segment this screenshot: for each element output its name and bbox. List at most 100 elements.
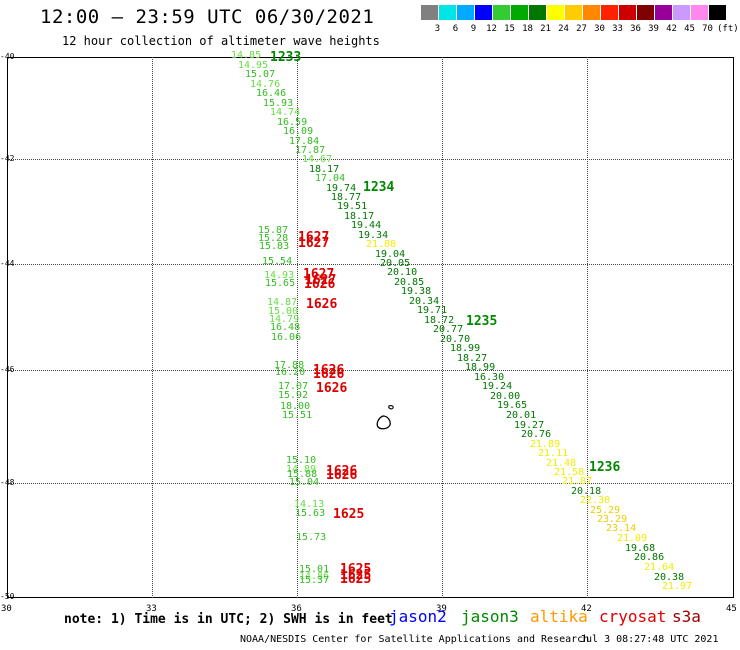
colorbar-swatch xyxy=(691,5,708,20)
longitude-label: 36 xyxy=(291,604,302,614)
pass-number-label: 1627 xyxy=(298,236,330,251)
swh-observation: 14.86 xyxy=(299,571,330,582)
colorbar-swatch xyxy=(601,5,618,20)
legend-cryosat: cryosat xyxy=(599,607,667,626)
swh-observation: 16.30 xyxy=(474,372,505,383)
swh-observation: 21.97 xyxy=(662,581,693,592)
swh-observation: 17.88 xyxy=(274,360,305,371)
swh-observation: 20.85 xyxy=(394,277,425,288)
pass-number-label: 1625 xyxy=(333,507,365,522)
swh-observation: 14.13 xyxy=(294,499,325,510)
colorbar-swatch xyxy=(655,5,672,20)
swh-observation: 18.99 xyxy=(465,362,496,373)
swh-observation: 19.04 xyxy=(375,249,406,260)
pass-number-label: 1236 xyxy=(589,460,621,475)
swh-observation: 20.76 xyxy=(521,429,552,440)
latitude-label: -50 xyxy=(0,592,15,601)
pass-number-label: 1626 xyxy=(316,381,348,396)
swh-observation: 14.93 xyxy=(264,270,295,281)
map-subtitle: 12 hour collection of altimeter wave hei… xyxy=(62,34,380,48)
colorbar-label: 21 xyxy=(540,24,551,34)
swh-observation: 17.84 xyxy=(289,136,320,147)
map-title: 12:00 – 23:59 UTC 06/30/2021 xyxy=(40,6,375,28)
swh-observation: 20.00 xyxy=(490,391,521,402)
colorbar-swatch xyxy=(493,5,510,20)
swh-observation: 14.67 xyxy=(302,154,333,165)
swh-observation: 17.07 xyxy=(278,381,309,392)
swh-observation: 20.05 xyxy=(380,258,411,269)
swh-observation: 21.48 xyxy=(546,458,577,469)
pass-number-label: 1234 xyxy=(363,180,395,195)
swh-observation: 20.86 xyxy=(634,552,665,563)
colorbar-label: (ft) xyxy=(717,24,739,34)
swh-observation: 15.37 xyxy=(299,575,330,586)
swh-observation: 16.20 xyxy=(275,367,306,378)
colorbar-swatch xyxy=(439,5,456,20)
swh-observation: 19.44 xyxy=(351,220,382,231)
swh-observation: 15.54 xyxy=(262,256,293,267)
generated-timestamp: Jul 3 08:27:48 UTC 2021 xyxy=(580,634,719,645)
swh-observation: 15.04 xyxy=(289,477,320,488)
longitude-gridline xyxy=(587,57,588,598)
latitude-label: -48 xyxy=(0,478,15,487)
swh-observation: 18.00 xyxy=(280,401,311,412)
pass-number-label: 1625 xyxy=(340,572,372,587)
swh-observation: 18.99 xyxy=(450,343,481,354)
swh-observation: 15.01 xyxy=(299,564,330,575)
swh-observation: 17.87 xyxy=(295,145,326,156)
pass-number-label: 1627 xyxy=(298,230,330,245)
longitude-label: 30 xyxy=(1,604,12,614)
pass-number-label: 1626 xyxy=(313,367,345,382)
swh-observation: 19.65 xyxy=(497,400,528,411)
legend-jason3: jason3 xyxy=(461,607,519,626)
latitude-label: -42 xyxy=(0,154,15,163)
swh-observation: 20.38 xyxy=(654,572,685,583)
swh-observation: 20.70 xyxy=(440,334,471,345)
swh-observation: 23.14 xyxy=(606,523,637,534)
swh-observation: 21.88 xyxy=(366,239,397,250)
latitude-gridline xyxy=(7,159,734,160)
swh-observation: 23.29 xyxy=(597,514,628,525)
swh-observation: 19.38 xyxy=(401,286,432,297)
swh-observation: 14.76 xyxy=(250,79,281,90)
swh-observation: 15.10 xyxy=(286,455,317,466)
swh-observation: 15.88 xyxy=(287,469,318,480)
colorbar-label: 18 xyxy=(522,24,533,34)
latitude-gridline xyxy=(7,370,734,371)
credit-line: NOAA/NESDIS Center for Satellite Applica… xyxy=(240,634,590,645)
swh-observation: 21.09 xyxy=(617,533,648,544)
colorbar-label: 9 xyxy=(470,24,477,34)
swh-observation: 16.09 xyxy=(283,126,314,137)
colorbar-label: 70 xyxy=(702,24,713,34)
pass-number-label: 1626 xyxy=(306,297,338,312)
swh-observation: 16.46 xyxy=(256,88,287,99)
pass-number-label: 1626 xyxy=(326,468,358,483)
swh-observation: 21.11 xyxy=(538,448,569,459)
swh-observation: 25.29 xyxy=(590,505,621,516)
map-note: note: 1) Time is in UTC; 2) SWH is in fe… xyxy=(64,612,393,627)
colorbar-swatch xyxy=(547,5,564,20)
colorbar-swatch xyxy=(673,5,690,20)
colorbar-label: 27 xyxy=(576,24,587,34)
swh-observation: 18.17 xyxy=(309,164,340,175)
colorbar-swatch xyxy=(637,5,654,20)
longitude-label: 39 xyxy=(436,604,447,614)
swh-observation: 21.58 xyxy=(554,467,585,478)
legend-s3a: s3a xyxy=(672,607,701,626)
swh-observation: 22.30 xyxy=(580,495,611,506)
pass-number-label: 1625 xyxy=(340,562,372,577)
pass-number-label: 1626 xyxy=(304,277,336,292)
latitude-label: -44 xyxy=(0,259,15,268)
longitude-label: 42 xyxy=(581,604,592,614)
swh-observation: 15.92 xyxy=(278,390,309,401)
colorbar-label: 24 xyxy=(558,24,569,34)
legend-altika: altika xyxy=(530,607,588,626)
swh-observation: 15.00 xyxy=(268,306,299,317)
pass-number-label: 1626 xyxy=(326,464,358,479)
swh-observation: 21.87 xyxy=(562,476,593,487)
longitude-label: 33 xyxy=(146,604,157,614)
colorbar-label: 12 xyxy=(486,24,497,34)
swh-observation: 15.93 xyxy=(263,98,294,109)
latitude-label: -40 xyxy=(0,52,15,61)
